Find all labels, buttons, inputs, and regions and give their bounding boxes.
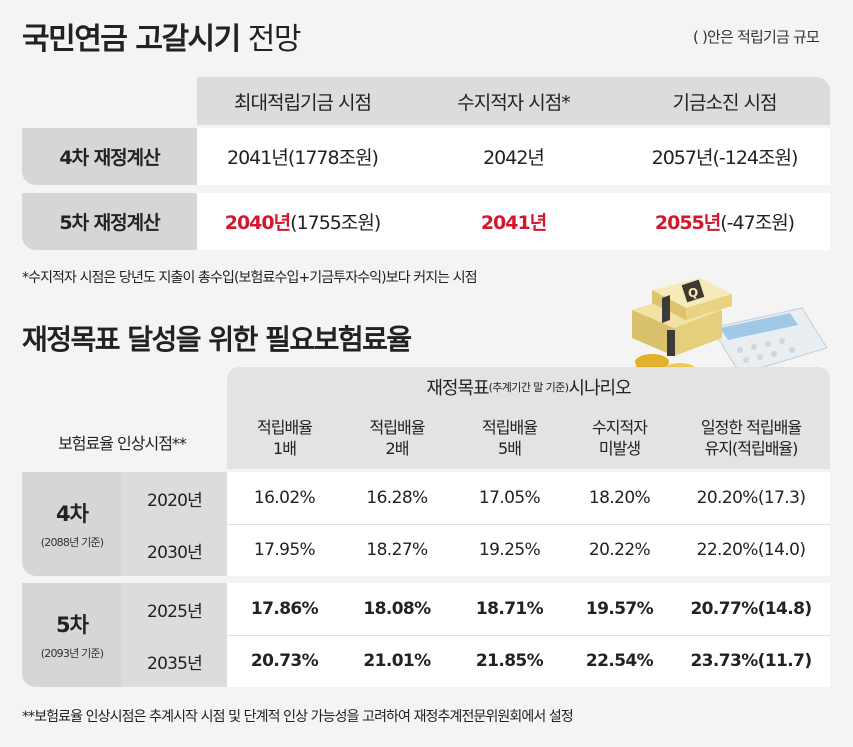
rate-cell: 22.20%(14.0)	[696, 540, 806, 560]
rate-cell: 18.27%	[366, 540, 428, 560]
column-header: 일정한 적립배율 유지(적립배율)	[700, 418, 802, 458]
svg-text:Q: Q	[688, 286, 698, 300]
group-label: 4차 (2088년 기준)	[22, 472, 122, 576]
row-divider	[227, 635, 830, 636]
rate-cell: 19.57%	[585, 599, 654, 619]
rate-cell: 21.01%	[363, 651, 431, 671]
depletion-cell: 2055년 (-47조원)	[654, 212, 795, 234]
peak-cell: 2040년 (1755조원)	[224, 212, 382, 234]
table-row: 16.02% 16.28% 17.05% 18.20% 20.20%(17.3)	[227, 472, 830, 524]
rate-cell: 23.73%(11.7)	[690, 651, 812, 671]
rate-cell: 20.20%(17.3)	[696, 488, 806, 508]
rate-group-5th: 5차 (2093년 기준) 2025년 2035년 17.86% 18.08% …	[22, 583, 830, 687]
table-row: 17.86% 18.08% 18.71% 19.57% 20.77%(14.8)	[227, 583, 830, 635]
rate-cell: 16.02%	[253, 488, 316, 508]
rate-cell: 20.77%(14.8)	[690, 599, 812, 619]
forecast-table-header: 최대적립기금 시점 수지적자 시점* 기금소진 시점	[197, 77, 830, 125]
title-bold: 국민연금 고갈시기	[22, 22, 241, 57]
group-label: 5차 (2093년 기준)	[22, 583, 122, 687]
year-column: 2020년 2030년	[122, 472, 227, 576]
rate-cell: 17.95%	[253, 540, 316, 560]
banknote-stack-icon: Q	[632, 278, 732, 356]
deficit-cell: 2042년	[483, 147, 545, 169]
year-cell: 2030년	[147, 542, 203, 563]
column-header: 적립배율 5배	[482, 418, 538, 458]
column-header: 적립배율 2배	[369, 418, 426, 458]
forecast-row-4th: 4차 재정계산 2041년(1778조원) 2042년 2057년(-124조원…	[22, 128, 830, 185]
scenario-header: 재정목표 (추계기간 말 기준) 시나리오	[227, 367, 830, 407]
year-cell: 2025년	[147, 601, 203, 622]
deficit-cell: 2041년	[480, 212, 547, 234]
rate-cell: 22.54%	[585, 651, 654, 671]
scenario-note: (추계기간 말 기준)	[488, 381, 569, 394]
depletion-cell: 2057년(-124조원)	[651, 147, 799, 169]
rate-group-4th: 4차 (2088년 기준) 2020년 2030년 16.02% 16.28% …	[22, 472, 830, 576]
column-header-deficit: 수지적자 시점*	[457, 91, 570, 114]
year-cell: 2020년	[147, 490, 203, 511]
rate-cell: 18.71%	[475, 599, 544, 619]
rate-cell: 20.73%	[250, 651, 319, 671]
title-light: 전망	[247, 22, 302, 57]
rate-cell: 20.22%	[588, 540, 651, 560]
forecast-row-5th: 5차 재정계산 2040년 (1755조원) 2041년 2055년 (-47조원)	[22, 193, 830, 250]
row-label: 5차 재정계산	[22, 193, 197, 250]
rate-cell: 18.20%	[588, 488, 651, 508]
column-header-depletion: 기금소진 시점	[672, 91, 778, 114]
column-header: 적립배율 1배	[257, 418, 313, 458]
table-row: 17.95% 18.27% 19.25% 20.22% 22.20%(14.0)	[227, 524, 830, 576]
rate-cell: 16.28%	[366, 488, 428, 508]
forecast-footnote: *수지적자 시점은 당년도 지출이 총수입(보험료수입+기금투자수익)보다 커지…	[22, 270, 478, 286]
row-divider	[227, 524, 830, 525]
scenario-tail: 시나리오	[568, 378, 631, 399]
scenario-columns: 적립배율 1배 적립배율 2배 적립배율 5배 수지적자 미발생 일정한 적립배율 유지(…	[227, 407, 830, 469]
year-column: 2025년 2035년	[122, 583, 227, 687]
page-title: 국민연금 고갈시기 전망	[22, 14, 302, 58]
rate-footnote: **보험료율 인상시점은 추계시작 시점 및 단계적 인상 가능성을 고려하여 …	[22, 709, 574, 725]
calculator-icon	[711, 307, 828, 375]
year-cell: 2035년	[147, 653, 203, 674]
peak-cell: 2041년(1778조원)	[227, 147, 379, 169]
table-row: 20.73% 21.01% 21.85% 22.54% 23.73%(11.7)	[227, 635, 830, 687]
rate-cell: 18.08%	[363, 599, 431, 619]
column-header: 수지적자 미발생	[592, 418, 648, 458]
axis-label: 보험료율 인상시점**	[58, 434, 187, 453]
row-label: 4차 재정계산	[22, 128, 197, 185]
rate-cell: 21.85%	[475, 651, 544, 671]
column-header-peak: 최대적립기금 시점	[234, 91, 372, 114]
rate-cell: 19.25%	[478, 540, 541, 560]
scenario-main: 재정목표	[426, 378, 489, 399]
rate-cell: 17.05%	[478, 488, 541, 508]
section-title: 재정목표 달성을 위한 필요보험료율	[22, 323, 412, 356]
unit-note: ( )안은 적립기금 규모	[692, 28, 820, 46]
rate-cell: 17.86%	[250, 599, 319, 619]
